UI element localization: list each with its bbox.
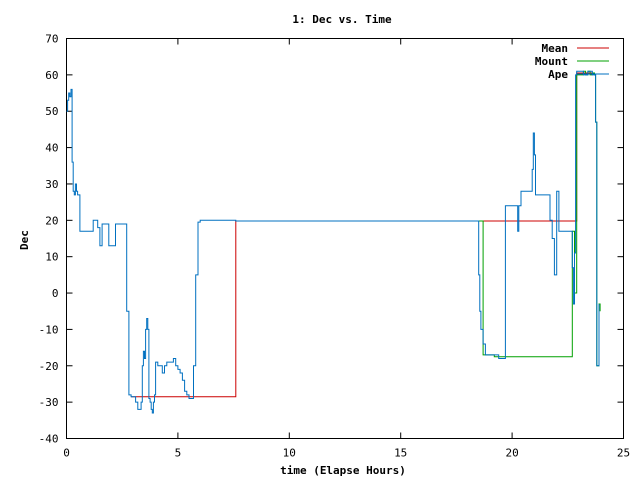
y-axis-label: Dec bbox=[18, 230, 31, 250]
y-tick-label: -10 bbox=[39, 323, 59, 336]
series-layer bbox=[66, 70, 601, 414]
x-tick-label: 25 bbox=[617, 447, 630, 460]
y-tick-label: 70 bbox=[45, 33, 58, 46]
series-line-ape bbox=[66, 70, 600, 414]
y-tick-label: 60 bbox=[45, 69, 58, 82]
y-tick-label: 0 bbox=[52, 287, 59, 300]
y-tick-label: 10 bbox=[45, 251, 58, 264]
x-tick-label: 15 bbox=[394, 447, 407, 460]
plot-area-border bbox=[66, 38, 624, 439]
y-tick-label: -30 bbox=[39, 396, 59, 409]
x-tick-label: 0 bbox=[63, 447, 70, 460]
y-axis: -40 -30 -20 -10 0 10 20 30 40 50 60 70 bbox=[39, 33, 624, 446]
legend-label-mount: Mount bbox=[535, 55, 568, 68]
x-tick-label: 20 bbox=[505, 447, 518, 460]
y-tick-label: -20 bbox=[39, 360, 59, 373]
y-tick-label: -40 bbox=[39, 433, 59, 446]
y-tick-label: 40 bbox=[45, 142, 58, 155]
y-tick-label: 50 bbox=[45, 105, 58, 118]
series-line-mean bbox=[131, 72, 595, 398]
legend-label-mean: Mean bbox=[542, 42, 569, 55]
y-tick-label: 20 bbox=[45, 214, 58, 227]
x-axis-label: time (Elapse Hours) bbox=[280, 464, 406, 477]
x-axis: 0 5 10 15 20 25 bbox=[63, 38, 630, 460]
y-tick-label: 30 bbox=[45, 178, 58, 191]
x-tick-label: 10 bbox=[283, 447, 296, 460]
chart-title: 1: Dec vs. Time bbox=[292, 13, 392, 26]
legend-label-ape: Ape bbox=[548, 68, 568, 81]
series-line-mount bbox=[476, 70, 601, 367]
x-tick-label: 5 bbox=[175, 447, 182, 460]
